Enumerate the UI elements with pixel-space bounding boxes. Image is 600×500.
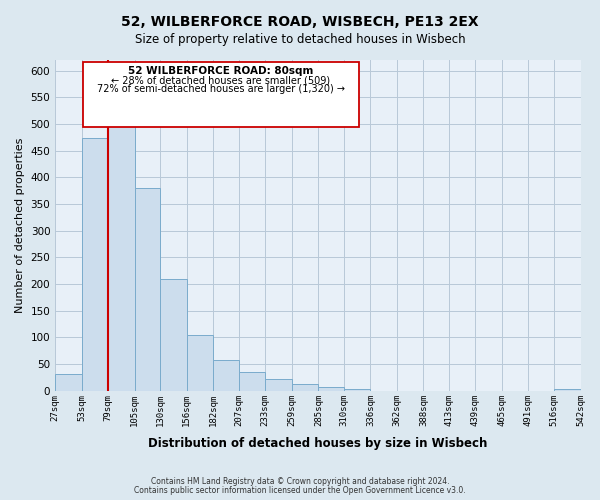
Bar bbox=[160, 279, 187, 391]
Bar bbox=[82, 138, 108, 391]
Text: 72% of semi-detached houses are larger (1,320) →: 72% of semi-detached houses are larger (… bbox=[97, 84, 345, 94]
Bar bbox=[344, 390, 370, 391]
Bar bbox=[265, 379, 292, 391]
Bar bbox=[292, 384, 319, 391]
Bar bbox=[108, 124, 135, 391]
Bar bbox=[319, 386, 344, 391]
FancyBboxPatch shape bbox=[83, 62, 359, 126]
Y-axis label: Number of detached properties: Number of detached properties bbox=[15, 138, 25, 313]
Bar bbox=[55, 374, 82, 391]
Text: ← 28% of detached houses are smaller (509): ← 28% of detached houses are smaller (50… bbox=[112, 76, 331, 86]
Text: Contains HM Land Registry data © Crown copyright and database right 2024.: Contains HM Land Registry data © Crown c… bbox=[151, 477, 449, 486]
Bar bbox=[135, 188, 160, 391]
Text: Size of property relative to detached houses in Wisbech: Size of property relative to detached ho… bbox=[134, 32, 466, 46]
Text: Contains public sector information licensed under the Open Government Licence v3: Contains public sector information licen… bbox=[134, 486, 466, 495]
Bar bbox=[554, 388, 581, 391]
Text: 52, WILBERFORCE ROAD, WISBECH, PE13 2EX: 52, WILBERFORCE ROAD, WISBECH, PE13 2EX bbox=[121, 15, 479, 29]
X-axis label: Distribution of detached houses by size in Wisbech: Distribution of detached houses by size … bbox=[148, 437, 488, 450]
Text: 52 WILBERFORCE ROAD: 80sqm: 52 WILBERFORCE ROAD: 80sqm bbox=[128, 66, 314, 76]
Bar bbox=[239, 372, 265, 391]
Bar bbox=[213, 360, 239, 391]
Bar bbox=[187, 335, 213, 391]
